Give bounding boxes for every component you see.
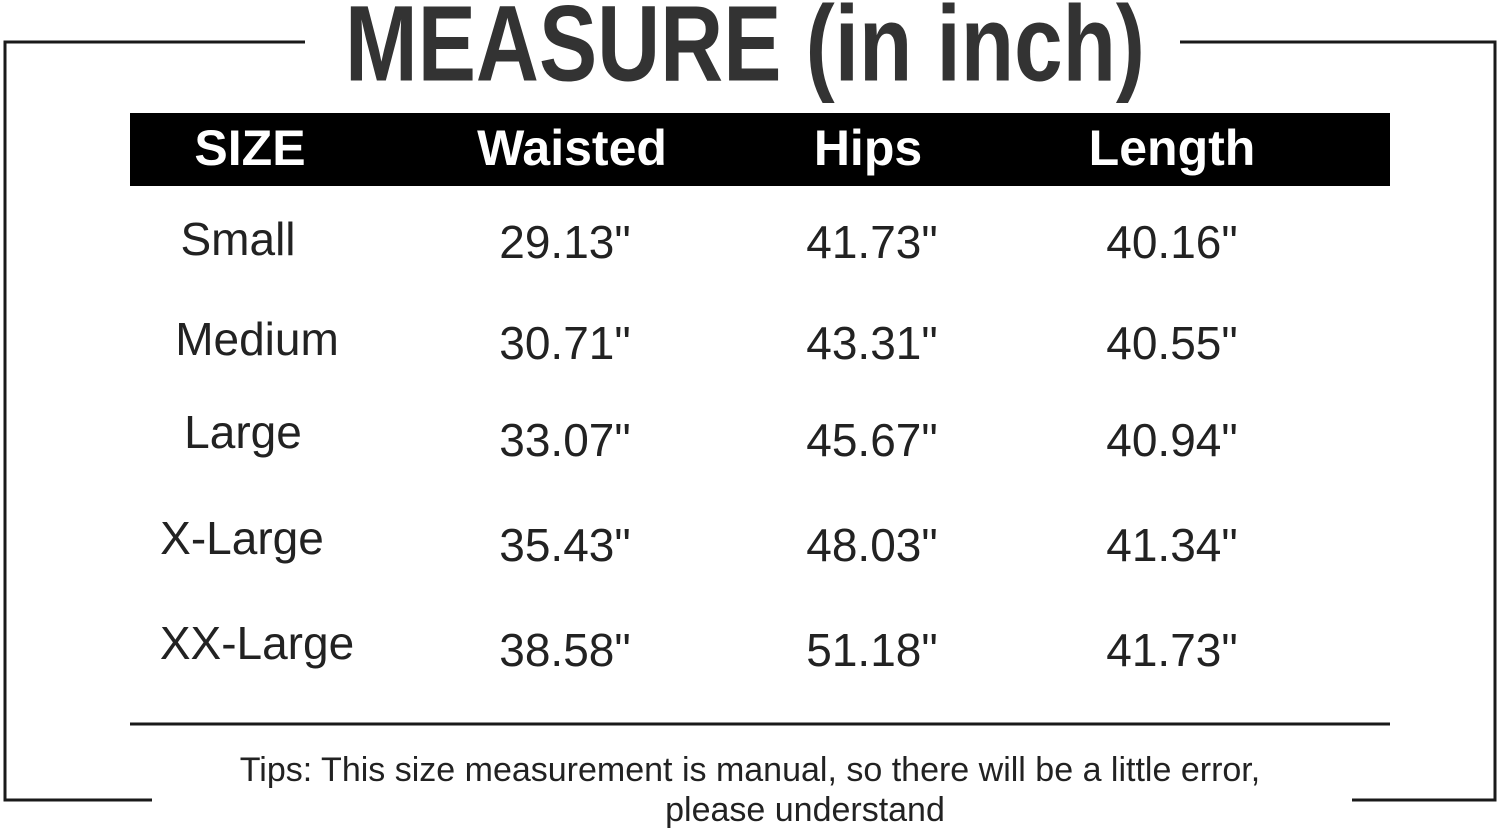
measure-cell: 30.71" xyxy=(499,317,630,369)
tips-line: Tips: This size measurement is manual, s… xyxy=(240,751,1260,789)
frame-right xyxy=(1180,40,1497,802)
measure-cell: 43.31" xyxy=(806,317,937,369)
measure-cell: 48.03" xyxy=(806,519,937,571)
measure-cell: 29.13" xyxy=(499,216,630,268)
measure-cell: 40.94" xyxy=(1106,414,1237,466)
header-cell: Waisted xyxy=(477,120,667,176)
measure-cell: 51.18" xyxy=(806,624,937,676)
size-label: Large xyxy=(184,406,302,458)
measure-cell: 40.16" xyxy=(1106,216,1237,268)
measure-cell: 41.73" xyxy=(806,216,937,268)
measure-cell: 41.73" xyxy=(1106,624,1237,676)
size-label: XX-Large xyxy=(160,617,354,669)
header-cell: Hips xyxy=(814,120,922,176)
header-cell: SIZE xyxy=(194,120,305,176)
frame xyxy=(3,40,1497,802)
header-bar xyxy=(130,113,1390,186)
size-label: Small xyxy=(180,213,295,265)
measure-cell: 40.55" xyxy=(1106,317,1237,369)
measure-cell: 38.58" xyxy=(499,624,630,676)
frame-left xyxy=(3,40,305,802)
measure-cell: 33.07" xyxy=(499,414,630,466)
tips-line: please understand xyxy=(665,791,945,829)
header-cell: Length xyxy=(1089,120,1256,176)
size-label: Medium xyxy=(175,313,339,365)
measure-cell: 41.34" xyxy=(1106,519,1237,571)
measure-cell: 45.67" xyxy=(806,414,937,466)
title: MEASURE (in inch) xyxy=(345,0,1145,104)
size-label: X-Large xyxy=(160,512,324,564)
measure-cell: 35.43" xyxy=(499,519,630,571)
